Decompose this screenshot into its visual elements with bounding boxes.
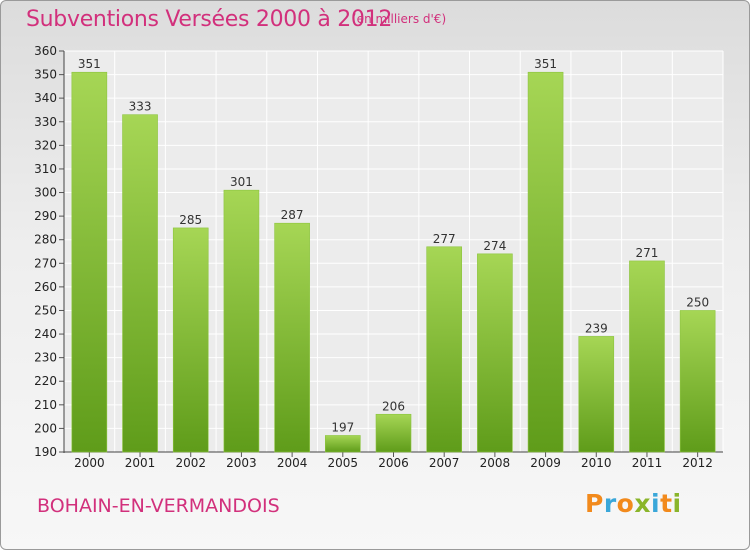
y-tick-label: 300 — [34, 186, 57, 200]
data-label-2009: 351 — [534, 57, 557, 71]
bar-2000 — [71, 71, 108, 453]
data-label-2008: 274 — [483, 239, 506, 253]
x-tick-label: 2010 — [581, 456, 612, 470]
brand-logo: Proxiti — [585, 489, 682, 518]
x-tick-label: 2007 — [429, 456, 460, 470]
plot-area — [64, 51, 723, 452]
y-tick-label: 290 — [34, 209, 57, 223]
x-tick-label: 2005 — [328, 456, 359, 470]
x-tick-label: 2004 — [277, 456, 308, 470]
bar-2009 — [527, 71, 564, 453]
commune-name: BOHAIN-EN-VERMANDOIS — [37, 495, 280, 517]
data-label-2011: 271 — [636, 246, 659, 260]
bar-2012 — [679, 310, 716, 453]
y-tick-label: 230 — [34, 351, 57, 365]
y-tick-label: 330 — [34, 115, 57, 129]
bar-2008 — [477, 253, 513, 453]
y-tick-label: 310 — [34, 162, 57, 176]
y-tick-label: 260 — [34, 280, 57, 294]
x-tick-label: 2012 — [682, 456, 713, 470]
y-tick-label: 340 — [34, 91, 57, 105]
y-tick-label: 240 — [34, 327, 57, 341]
y-tick-label: 200 — [34, 421, 57, 435]
x-tick-label: 2009 — [530, 456, 561, 470]
y-tick-label: 210 — [34, 398, 57, 412]
bar-2006 — [375, 413, 412, 453]
bar-2011 — [629, 260, 665, 453]
data-label-2002: 285 — [179, 213, 202, 227]
x-tick-label: 2003 — [226, 456, 257, 470]
bar-2001 — [122, 114, 158, 453]
data-label-2006: 206 — [382, 399, 405, 413]
bar-2007 — [426, 246, 462, 453]
y-tick-label: 350 — [34, 68, 57, 82]
x-tick-label: 2002 — [175, 456, 206, 470]
y-tick-label: 190 — [34, 445, 57, 459]
data-label-2004: 287 — [281, 208, 304, 222]
y-tick-label: 360 — [34, 44, 57, 58]
y-tick-label: 270 — [34, 256, 57, 270]
bar-2004 — [274, 222, 310, 453]
chart-title: Subventions Versées 2000 à 2012 — [26, 7, 393, 32]
bar-2005 — [325, 435, 361, 453]
bar-2003 — [223, 189, 260, 453]
y-tick-label: 320 — [34, 138, 57, 152]
data-label-2010: 239 — [585, 321, 608, 335]
x-tick-label: 2001 — [125, 456, 156, 470]
data-label-2001: 333 — [129, 100, 152, 114]
data-label-2012: 250 — [686, 295, 709, 309]
x-tick-label: 2000 — [74, 456, 105, 470]
bar-2002 — [172, 227, 209, 453]
y-tick-label: 250 — [34, 303, 57, 317]
x-tick-label: 2008 — [480, 456, 511, 470]
chart-unit: (en milliers d'€) — [352, 12, 447, 26]
y-tick-label: 280 — [34, 233, 57, 247]
data-label-2000: 351 — [78, 57, 101, 71]
y-tick-label: 220 — [34, 374, 57, 388]
data-label-2007: 277 — [433, 232, 456, 246]
x-tick-label: 2006 — [378, 456, 409, 470]
x-tick-label: 2011 — [632, 456, 663, 470]
bar-2010 — [578, 336, 615, 453]
data-label-2003: 301 — [230, 175, 253, 189]
data-label-2005: 197 — [331, 420, 354, 434]
